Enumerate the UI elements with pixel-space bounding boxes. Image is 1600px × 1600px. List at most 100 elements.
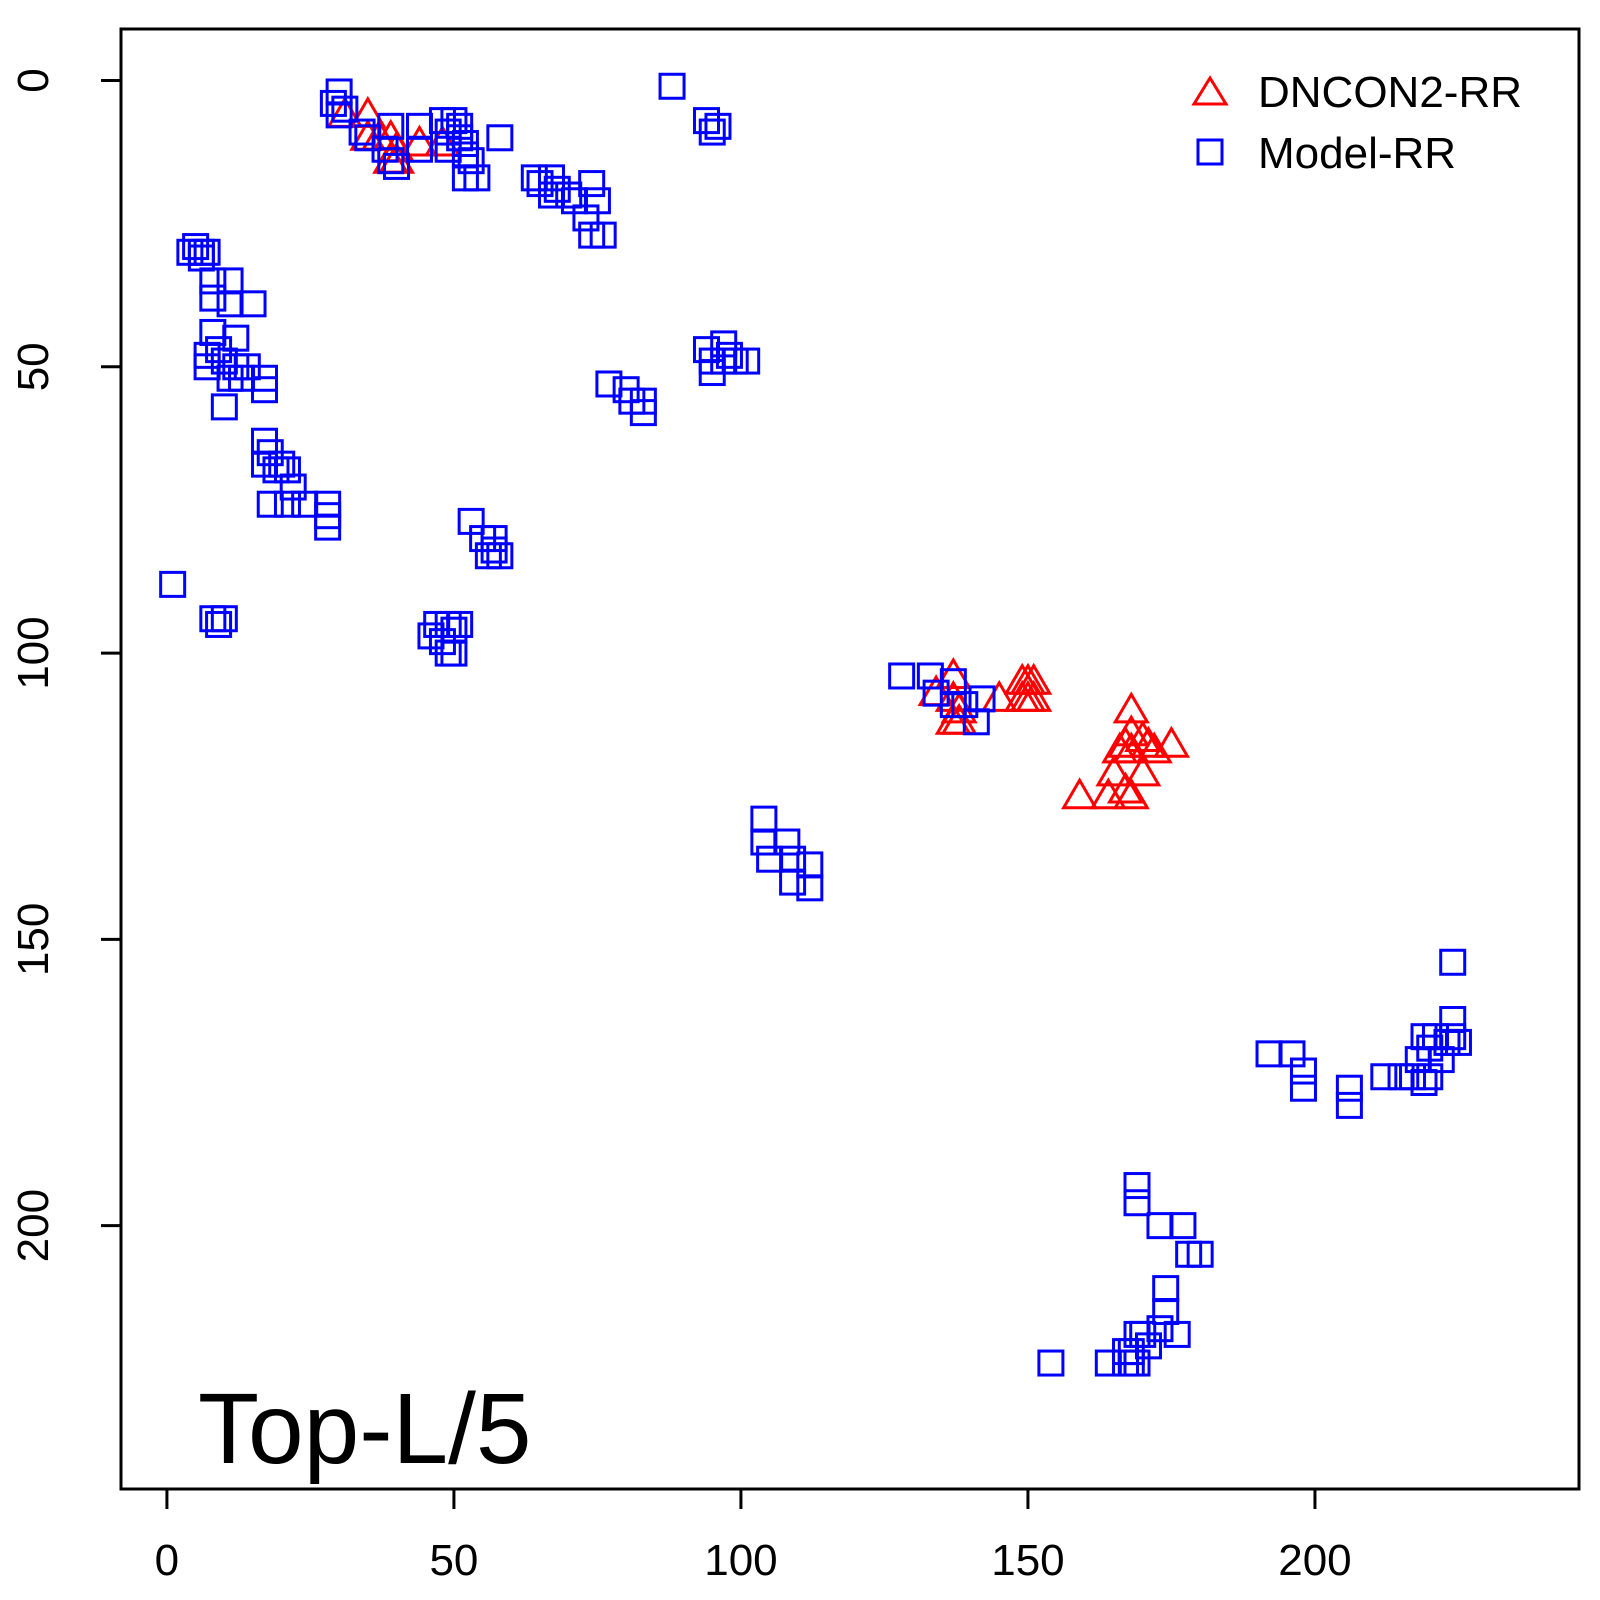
point-triangle xyxy=(1124,719,1162,752)
point-triangle xyxy=(1060,777,1099,810)
x-tick-label: 150 xyxy=(991,1536,1064,1585)
point-square xyxy=(405,135,433,163)
point-square xyxy=(962,708,990,736)
point-square xyxy=(1444,1028,1472,1056)
legend-marker-dncon2-rr xyxy=(1191,75,1229,106)
point-square xyxy=(239,290,267,318)
x-tick-label: 50 xyxy=(429,1536,478,1585)
point-triangle xyxy=(400,124,439,157)
point-square xyxy=(273,490,301,518)
point-square xyxy=(1335,1091,1363,1119)
point-square xyxy=(256,490,284,518)
point-triangle xyxy=(1106,725,1145,758)
point-triangle xyxy=(1106,771,1145,804)
point-square xyxy=(474,542,502,570)
point-square xyxy=(704,112,732,140)
point-square xyxy=(578,170,606,198)
point-square xyxy=(331,95,359,123)
point-square xyxy=(210,393,238,421)
y-axis: 0 50 100 150 200 xyxy=(9,68,123,1262)
point-square xyxy=(698,118,726,146)
point-square xyxy=(199,267,227,295)
point-square xyxy=(715,341,743,369)
legend: DNCON2-RR Model-RR xyxy=(1191,68,1522,178)
y-tick-label: 100 xyxy=(9,616,58,689)
legend-label-model-rr: Model-RR xyxy=(1258,129,1456,178)
legend-marker-model-rr xyxy=(1196,138,1224,166)
point-square xyxy=(733,347,761,375)
point-square xyxy=(1037,1349,1065,1377)
point-square xyxy=(1439,1023,1467,1051)
point-square xyxy=(1335,1074,1363,1102)
point-square xyxy=(658,72,686,100)
point-triangle xyxy=(934,656,972,690)
point-triangle xyxy=(1112,777,1150,810)
point-square xyxy=(486,124,514,152)
y-tick-label: 200 xyxy=(9,1189,58,1262)
y-tick-label: 0 xyxy=(9,68,58,92)
point-square xyxy=(796,874,824,902)
series-model-rr xyxy=(159,72,1472,1377)
point-square xyxy=(440,639,468,667)
point-square xyxy=(210,605,238,633)
point-triangle xyxy=(1089,777,1127,810)
point-square xyxy=(1163,1320,1191,1348)
point-square xyxy=(205,610,233,638)
point-square xyxy=(199,284,227,312)
x-tick-label: 0 xyxy=(155,1536,179,1585)
point-triangle xyxy=(1112,691,1150,724)
point-triangle xyxy=(1124,754,1162,787)
point-square xyxy=(629,399,657,427)
point-square xyxy=(589,221,617,249)
point-triangle xyxy=(1095,754,1133,787)
point-square xyxy=(1186,1240,1214,1268)
point-triangle xyxy=(1129,725,1168,758)
point-square xyxy=(480,536,508,564)
point-square xyxy=(463,164,491,192)
point-triangle xyxy=(934,702,972,735)
x-tick-label: 200 xyxy=(1278,1536,1351,1585)
y-tick-label: 150 xyxy=(9,903,58,976)
point-square xyxy=(1289,1057,1317,1085)
point-square xyxy=(457,147,485,175)
point-square xyxy=(325,101,353,129)
point-square xyxy=(1123,1189,1151,1217)
chart-annotation: Top-L/5 xyxy=(198,1373,532,1485)
point-square xyxy=(159,570,187,598)
point-square xyxy=(572,204,600,232)
point-square xyxy=(1410,1068,1438,1096)
point-square xyxy=(193,238,221,266)
point-square xyxy=(273,456,301,484)
point-triangle xyxy=(1101,731,1139,764)
point-square xyxy=(1123,1172,1151,1200)
point-square xyxy=(377,147,405,175)
point-square xyxy=(251,376,279,404)
point-square xyxy=(888,662,916,690)
point-square xyxy=(1370,1063,1398,1091)
point-square xyxy=(383,152,411,180)
y-tick-label: 50 xyxy=(9,342,58,391)
point-square xyxy=(1289,1074,1317,1102)
point-square xyxy=(595,370,623,398)
point-square xyxy=(377,112,405,140)
point-square xyxy=(314,513,342,541)
point-triangle xyxy=(1015,679,1053,712)
point-square xyxy=(1439,948,1467,976)
x-axis: 0 50 100 150 200 xyxy=(155,1487,1352,1585)
point-square xyxy=(348,118,376,146)
point-square xyxy=(446,610,474,638)
point-triangle xyxy=(1152,725,1191,758)
point-triangle xyxy=(980,679,1018,712)
point-triangle xyxy=(1135,731,1173,764)
point-square xyxy=(779,868,807,896)
point-square xyxy=(222,324,250,352)
point-square xyxy=(1169,1212,1197,1240)
point-square xyxy=(1094,1349,1122,1377)
points-layer xyxy=(159,72,1472,1377)
point-square xyxy=(773,828,801,856)
point-triangle xyxy=(423,124,462,157)
x-tick-label: 100 xyxy=(704,1536,777,1585)
legend-label-dncon2-rr: DNCON2-RR xyxy=(1258,68,1522,117)
